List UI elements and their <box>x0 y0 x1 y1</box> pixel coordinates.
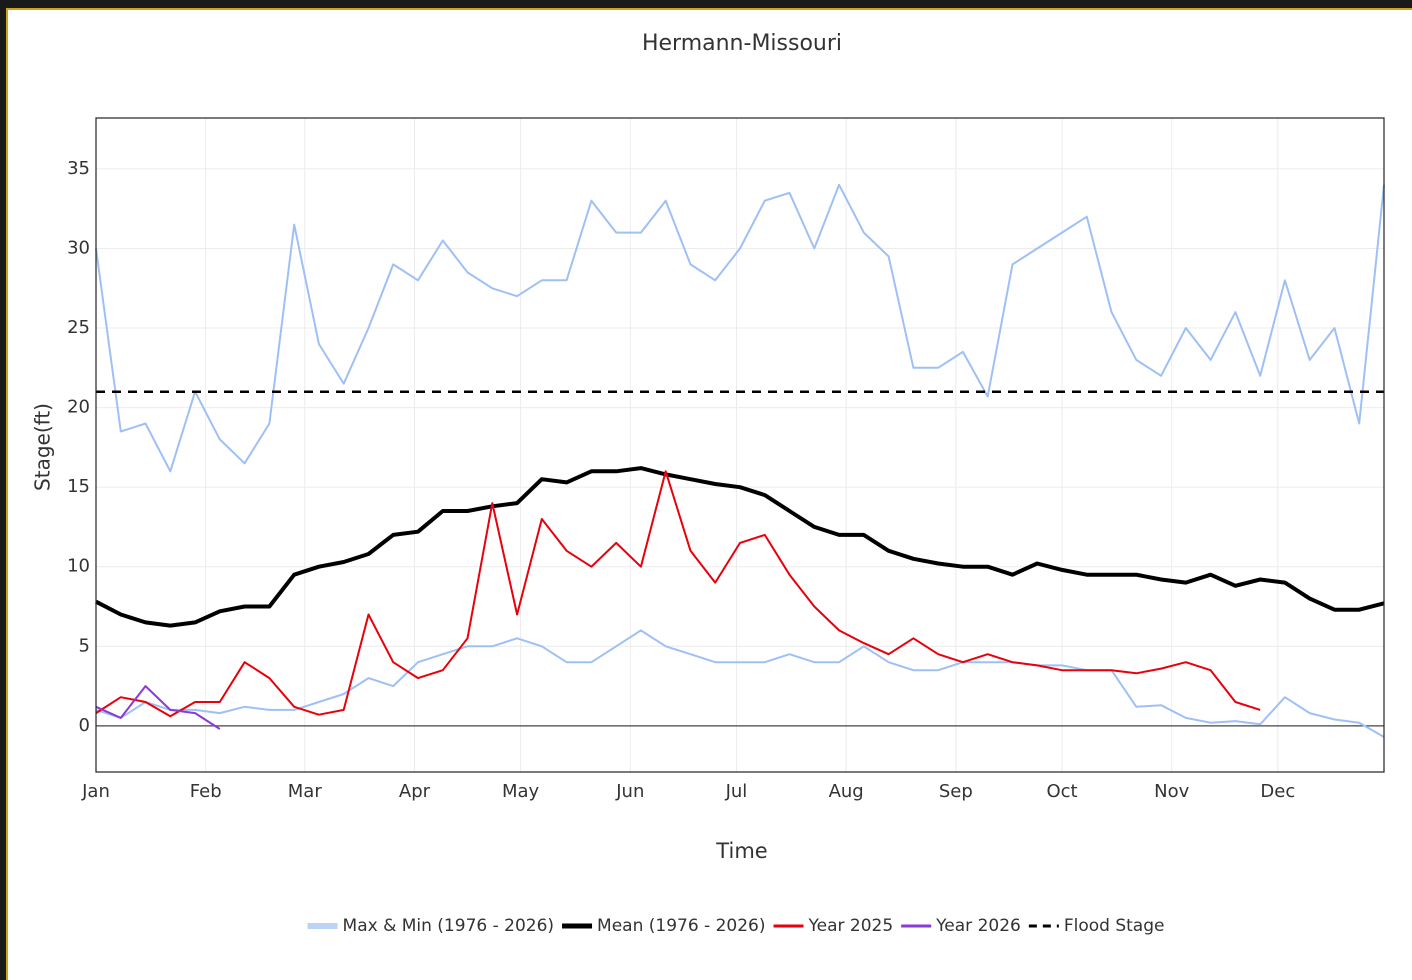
y-axis-label: Stage(ft) <box>31 403 55 491</box>
x-tick-label: Mar <box>288 781 323 802</box>
legend-label: Year 2026 <box>935 916 1021 936</box>
x-tick-label: Jul <box>725 781 748 802</box>
y-tick-label: 30 <box>67 237 90 258</box>
min-line <box>95 629 1385 738</box>
series-line <box>95 470 1261 718</box>
x-tick-label: Feb <box>190 781 222 802</box>
series-line <box>95 466 1385 628</box>
legend-label: Year 2025 <box>808 916 894 936</box>
series-line <box>95 685 221 730</box>
y-tick-label: 0 <box>79 715 90 736</box>
y-tick-label: 20 <box>67 397 90 418</box>
x-tick-label: Aug <box>829 781 864 802</box>
x-tick-label: May <box>502 781 540 802</box>
legend: Max & Min (1976 - 2026) Mean (1976 - 2026… <box>307 916 1165 936</box>
screen: Hermann-Missouri Time Stage(ft) 0 5 10 15 20… <box>6 8 1412 980</box>
max-line <box>95 183 1385 473</box>
x-tick-label: Sep <box>939 781 973 802</box>
x-tick-label: Oct <box>1046 781 1077 802</box>
y-tick-label: 5 <box>79 635 90 656</box>
chart: Hermann-Missouri Time Stage(ft) 0 5 10 15 20… <box>31 31 1385 936</box>
x-axis-label: Time <box>715 839 767 863</box>
x-tick-label: Jan <box>81 781 110 802</box>
legend-label: Mean (1976 - 2026) <box>597 916 765 936</box>
y-tick-label: 25 <box>67 317 90 338</box>
legend-label: Flood Stage <box>1064 916 1165 936</box>
legend-label: Max & Min (1976 - 2026) <box>343 916 555 936</box>
y-tick-label: 10 <box>67 556 90 577</box>
plot-frame <box>95 117 1385 773</box>
x-tick-label: Apr <box>399 781 431 802</box>
x-tick-label: Jun <box>615 781 644 802</box>
chart-title: Hermann-Missouri <box>642 31 842 56</box>
y-tick-label: 35 <box>67 158 90 179</box>
x-tick-label: Dec <box>1260 781 1295 802</box>
x-tick-label: Nov <box>1154 781 1189 802</box>
y-tick-label: 15 <box>67 476 90 497</box>
